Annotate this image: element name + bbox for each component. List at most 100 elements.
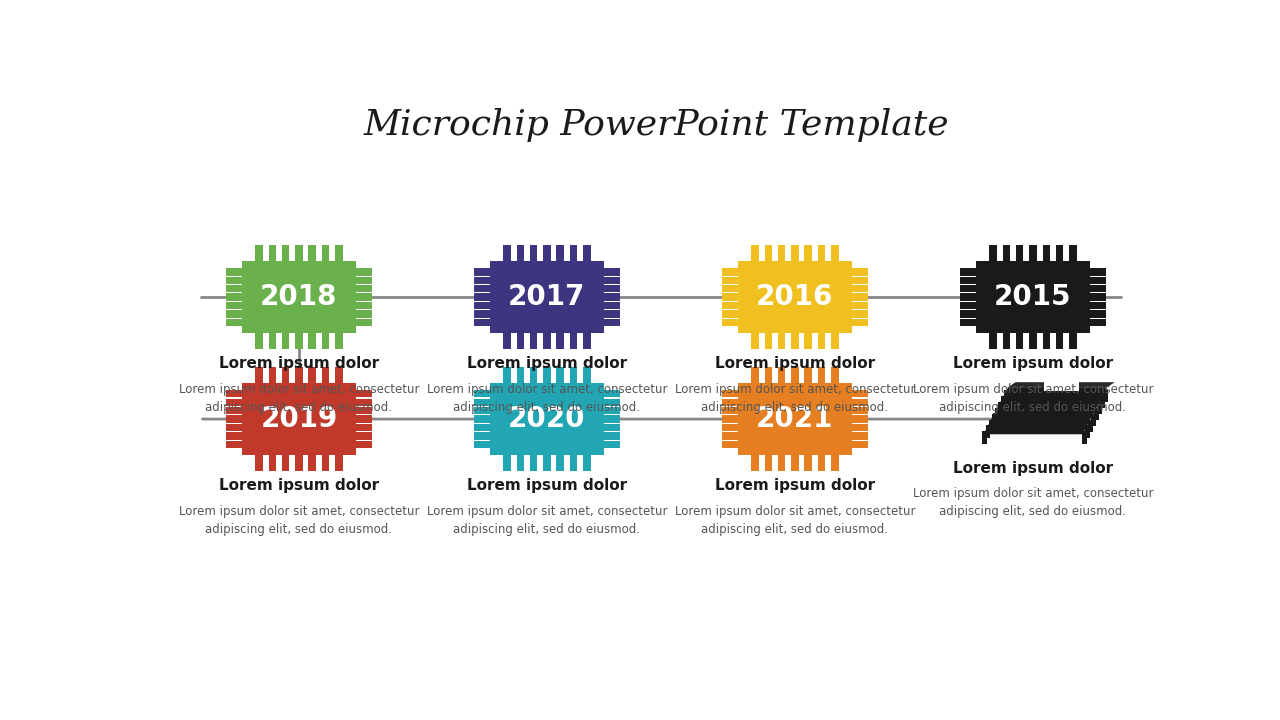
Bar	[737, 261, 852, 333]
Bar	[269, 246, 276, 261]
Bar	[242, 261, 356, 333]
Bar	[852, 424, 868, 431]
Bar	[570, 333, 577, 349]
Bar	[227, 302, 242, 309]
Bar	[474, 285, 490, 292]
Bar	[722, 268, 737, 276]
Bar	[960, 319, 975, 326]
Bar	[604, 276, 620, 284]
Bar	[852, 399, 868, 406]
Bar	[852, 319, 868, 326]
Bar	[227, 319, 242, 326]
Text: Lorem ipsum dolor sit amet, consectetur
adipiscing elit, sed do eiusmod.: Lorem ipsum dolor sit amet, consectetur …	[913, 383, 1153, 414]
Bar	[960, 285, 975, 292]
Bar	[1044, 378, 1079, 391]
Bar	[831, 246, 838, 261]
Bar	[269, 333, 276, 349]
Bar	[1056, 246, 1064, 261]
Bar	[852, 407, 868, 414]
Bar	[852, 415, 868, 423]
Bar	[818, 333, 826, 349]
Bar	[296, 367, 302, 383]
Bar	[604, 390, 620, 397]
Bar	[722, 310, 737, 318]
Bar	[764, 455, 772, 471]
Text: 2021: 2021	[756, 405, 833, 433]
Bar	[995, 408, 1000, 420]
Polygon shape	[1009, 382, 1115, 387]
Polygon shape	[983, 387, 1107, 434]
Bar	[831, 367, 838, 383]
Bar	[604, 407, 620, 414]
Bar	[805, 333, 812, 349]
Bar	[584, 367, 590, 383]
Text: 2017: 2017	[508, 283, 585, 311]
Bar	[818, 367, 826, 383]
Bar	[255, 367, 262, 383]
Bar	[308, 367, 316, 383]
Bar	[570, 455, 577, 471]
Bar	[1101, 396, 1105, 408]
Text: Lorem ipsum dolor sit amet, consectetur
adipiscing elit, sed do eiusmod.: Lorem ipsum dolor sit amet, consectetur …	[426, 505, 667, 536]
Text: 2018: 2018	[260, 283, 338, 311]
Bar	[474, 293, 490, 301]
Bar	[321, 367, 329, 383]
Bar	[255, 246, 262, 261]
Bar	[805, 455, 812, 471]
Bar	[557, 367, 564, 383]
Bar	[1091, 302, 1106, 309]
Bar	[335, 246, 343, 261]
Text: Microchip PowerPoint Template: Microchip PowerPoint Template	[364, 108, 948, 143]
Bar	[296, 455, 302, 471]
Bar	[998, 402, 1004, 414]
Bar	[530, 246, 538, 261]
Bar	[1091, 310, 1106, 318]
Bar	[282, 455, 289, 471]
Bar	[227, 276, 242, 284]
Bar	[1043, 333, 1050, 349]
Bar	[1069, 333, 1076, 349]
Bar	[852, 285, 868, 292]
Bar	[722, 424, 737, 431]
Bar	[474, 399, 490, 406]
Bar	[474, 276, 490, 284]
Text: Lorem ipsum dolor sit amet, consectetur
adipiscing elit, sed do eiusmod.: Lorem ipsum dolor sit amet, consectetur …	[675, 383, 915, 414]
Bar	[1097, 402, 1102, 414]
Bar	[1043, 246, 1050, 261]
Bar	[227, 399, 242, 406]
Bar	[988, 420, 993, 432]
Text: Lorem ipsum dolor sit amet, consectetur
adipiscing elit, sed do eiusmod.: Lorem ipsum dolor sit amet, consectetur …	[426, 383, 667, 414]
Bar	[321, 333, 329, 349]
Bar	[1004, 390, 1009, 402]
Bar	[818, 455, 826, 471]
Bar	[852, 302, 868, 309]
Bar	[1056, 333, 1064, 349]
Bar	[242, 383, 356, 455]
Bar	[308, 455, 316, 471]
Bar	[517, 246, 524, 261]
Bar	[335, 367, 343, 383]
Bar	[791, 333, 799, 349]
Bar	[737, 383, 852, 455]
Bar	[503, 333, 511, 349]
Bar	[335, 333, 343, 349]
Text: Lorem ipsum dolor: Lorem ipsum dolor	[952, 461, 1114, 476]
Bar	[604, 310, 620, 318]
Bar	[282, 333, 289, 349]
Bar	[335, 455, 343, 471]
Bar	[490, 383, 604, 455]
Bar	[722, 432, 737, 439]
Bar	[530, 455, 538, 471]
Bar	[1029, 333, 1037, 349]
Bar	[722, 285, 737, 292]
Bar	[474, 310, 490, 318]
Bar	[1103, 390, 1108, 402]
Bar	[960, 293, 975, 301]
Bar	[530, 367, 538, 383]
Bar	[778, 455, 785, 471]
Bar	[960, 310, 975, 318]
Bar	[296, 246, 302, 261]
Bar	[722, 441, 737, 448]
Bar	[474, 415, 490, 423]
Bar	[227, 407, 242, 414]
